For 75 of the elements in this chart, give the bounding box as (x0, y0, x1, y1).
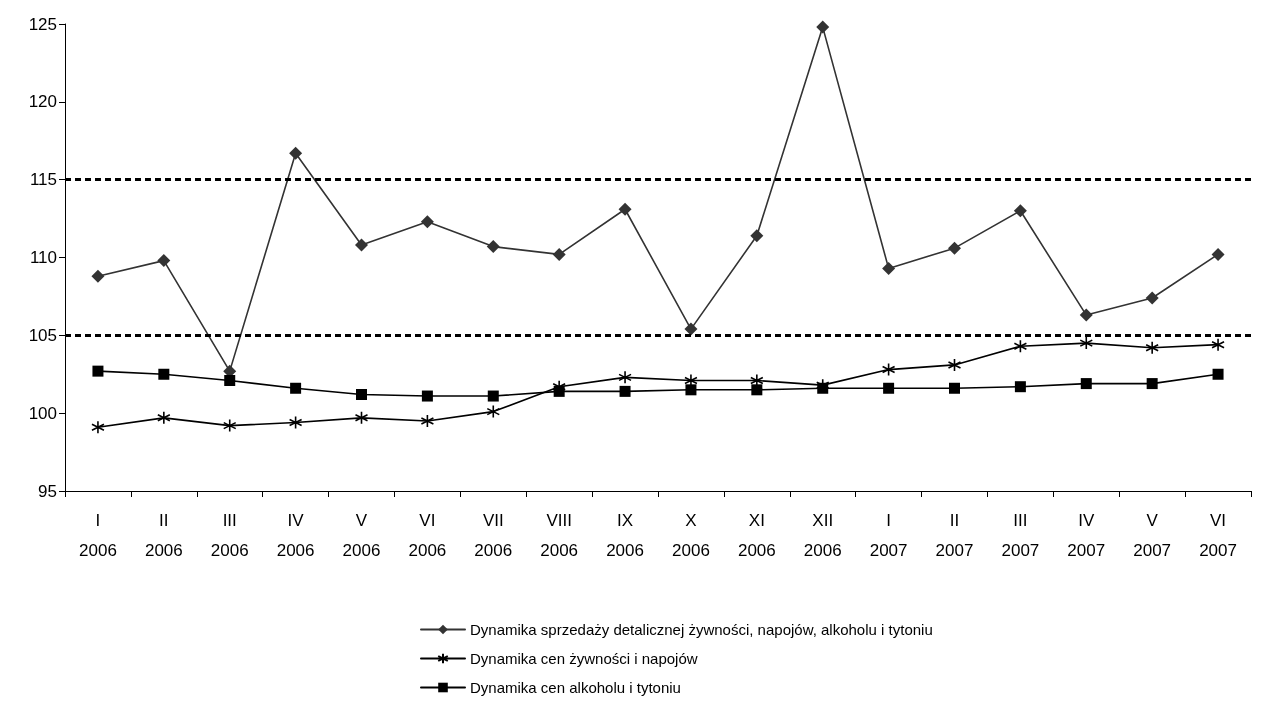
point (158, 368, 170, 380)
point (1013, 204, 1027, 218)
x-tick-label: IV 2006 (276, 510, 315, 560)
point (354, 411, 369, 425)
point (1212, 368, 1224, 380)
point (420, 414, 435, 428)
point (91, 420, 105, 434)
x-tick-label: IV 2007 (1067, 510, 1106, 560)
point (1145, 291, 1159, 305)
legend-label: Dynamika cen żywności i napojów (470, 650, 698, 667)
point (947, 358, 962, 372)
point (222, 418, 237, 433)
y-tick-label: 115 (29, 170, 57, 190)
point (355, 238, 368, 252)
x-tick-label: III 2006 (210, 510, 249, 560)
point (816, 20, 830, 34)
point (289, 146, 303, 160)
x-tick-label: VIII 2006 (540, 510, 579, 560)
point (91, 269, 105, 283)
x-tick-label: II 2006 (144, 510, 183, 560)
point (157, 254, 171, 268)
point (420, 215, 434, 229)
y-tick-label: 100 (28, 403, 57, 423)
x-tick-label: II 2007 (935, 510, 974, 560)
point (1013, 339, 1028, 354)
x-tick-label: XII 2006 (803, 510, 842, 560)
y-tick-label: 120 (28, 92, 57, 112)
point (618, 370, 632, 385)
point (1211, 247, 1225, 261)
point (92, 365, 104, 377)
point (1079, 336, 1094, 350)
point (290, 382, 302, 394)
point (1145, 340, 1159, 355)
point (486, 404, 501, 419)
point (1079, 308, 1093, 322)
x-tick-label: VII 2006 (474, 510, 513, 560)
x-tick-label: V 2006 (342, 510, 381, 560)
x-tick-label: XI 2006 (737, 510, 776, 560)
x-tick-label: I 2007 (869, 510, 908, 560)
point (486, 240, 500, 254)
point (224, 374, 236, 386)
legend-label: Dynamika cen alkoholu i tytoniu (470, 679, 681, 696)
legend-label: Dynamika sprzedaży detalicznej żywności, napojów, alkoholu i tytoniu (470, 621, 933, 638)
x-tick-label: I 2006 (79, 510, 117, 560)
point (356, 388, 367, 400)
x-tick-label: VI 2006 (408, 510, 447, 560)
point (750, 229, 764, 243)
y-tick-label: 95 (38, 481, 57, 501)
y-tick-label: 125 (28, 14, 57, 34)
point (618, 202, 632, 216)
point (552, 247, 566, 261)
point (619, 385, 631, 397)
point (882, 261, 896, 275)
point (1080, 378, 1092, 390)
point (949, 382, 960, 394)
point (685, 384, 697, 396)
point (288, 415, 303, 430)
x-tick-label: X 2006 (672, 510, 710, 560)
point (1211, 337, 1225, 352)
x-tick-label: IX 2006 (606, 510, 644, 560)
x-tick-label: III 2007 (1001, 510, 1040, 560)
point (421, 390, 433, 402)
x-tick-label: VI 2007 (1199, 510, 1237, 560)
point (948, 241, 961, 255)
point (883, 382, 895, 394)
y-tick-label: 105 (28, 325, 57, 345)
point (881, 362, 896, 377)
x-tick-label: V 2007 (1133, 510, 1172, 560)
point (751, 384, 763, 396)
point (1014, 381, 1026, 393)
point (157, 411, 171, 425)
point (684, 322, 698, 336)
point (1146, 378, 1158, 390)
y-tick-label: 110 (29, 248, 57, 267)
point (487, 390, 499, 402)
